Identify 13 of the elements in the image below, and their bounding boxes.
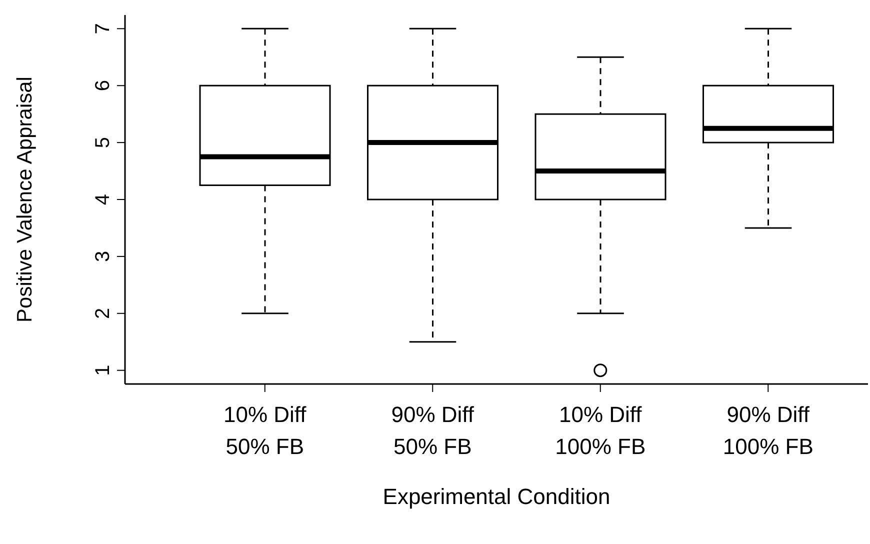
y-tick-label: 4 [92, 194, 114, 206]
x-tick-label: 90% Diff 100% FB [722, 402, 814, 459]
x-tick-label: 10% Diff 50% FB [224, 402, 308, 459]
y-tick-label: 1 [92, 364, 114, 376]
y-tick-label: 7 [92, 23, 114, 34]
x-tick-label: 90% Diff 50% FB [391, 402, 475, 459]
x-tick-label: 10% Diff 100% FB [555, 402, 646, 459]
x-axis-title: Experimental Condition [382, 484, 610, 509]
y-tick-label: 3 [92, 250, 114, 262]
y-tick-label: 6 [92, 80, 114, 92]
y-tick-label: 2 [92, 308, 114, 319]
y-tick-label: 5 [92, 136, 114, 148]
y-axis-title: Positive Valence Appraisal [13, 76, 36, 322]
